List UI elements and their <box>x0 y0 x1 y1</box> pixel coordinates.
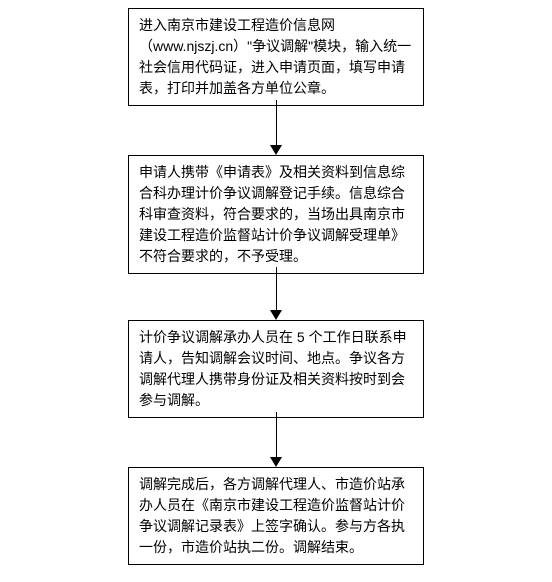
node-text: 调解完成后，各方调解代理人、市造价站承办人员在《南京市建设工程造价监督站计价争议… <box>139 476 405 555</box>
flowchart-arrow-head <box>270 145 282 155</box>
flowchart-container: 进入南京市建设工程造价信息网（www.njszj.cn）"争议调解"模块，输入统… <box>0 0 552 582</box>
flowchart-node-step3: 计价争议调解承办人员在 5 个工作日联系申请人，告知调解会议时间、地点。争议各方… <box>128 320 424 418</box>
flowchart-arrow-line <box>276 412 277 457</box>
flowchart-arrow-head <box>270 310 282 320</box>
flowchart-arrow-head <box>270 457 282 467</box>
node-text: 申请人携带《申请表》及相关资料到信息综合科办理计价争议调解登记手续。信息综合科审… <box>139 164 405 264</box>
node-text: 进入南京市建设工程造价信息网（www.njszj.cn）"争议调解"模块，输入统… <box>139 17 411 96</box>
node-text: 计价争议调解承办人员在 5 个工作日联系申请人，告知调解会议时间、地点。争议各方… <box>139 329 407 408</box>
flowchart-node-step1: 进入南京市建设工程造价信息网（www.njszj.cn）"争议调解"模块，输入统… <box>128 8 424 106</box>
flowchart-node-step2: 申请人携带《申请表》及相关资料到信息综合科办理计价争议调解登记手续。信息综合科审… <box>128 155 424 274</box>
flowchart-arrow-line <box>276 100 277 145</box>
flowchart-arrow-line <box>276 267 277 310</box>
flowchart-node-step4: 调解完成后，各方调解代理人、市造价站承办人员在《南京市建设工程造价监督站计价争议… <box>128 467 424 565</box>
